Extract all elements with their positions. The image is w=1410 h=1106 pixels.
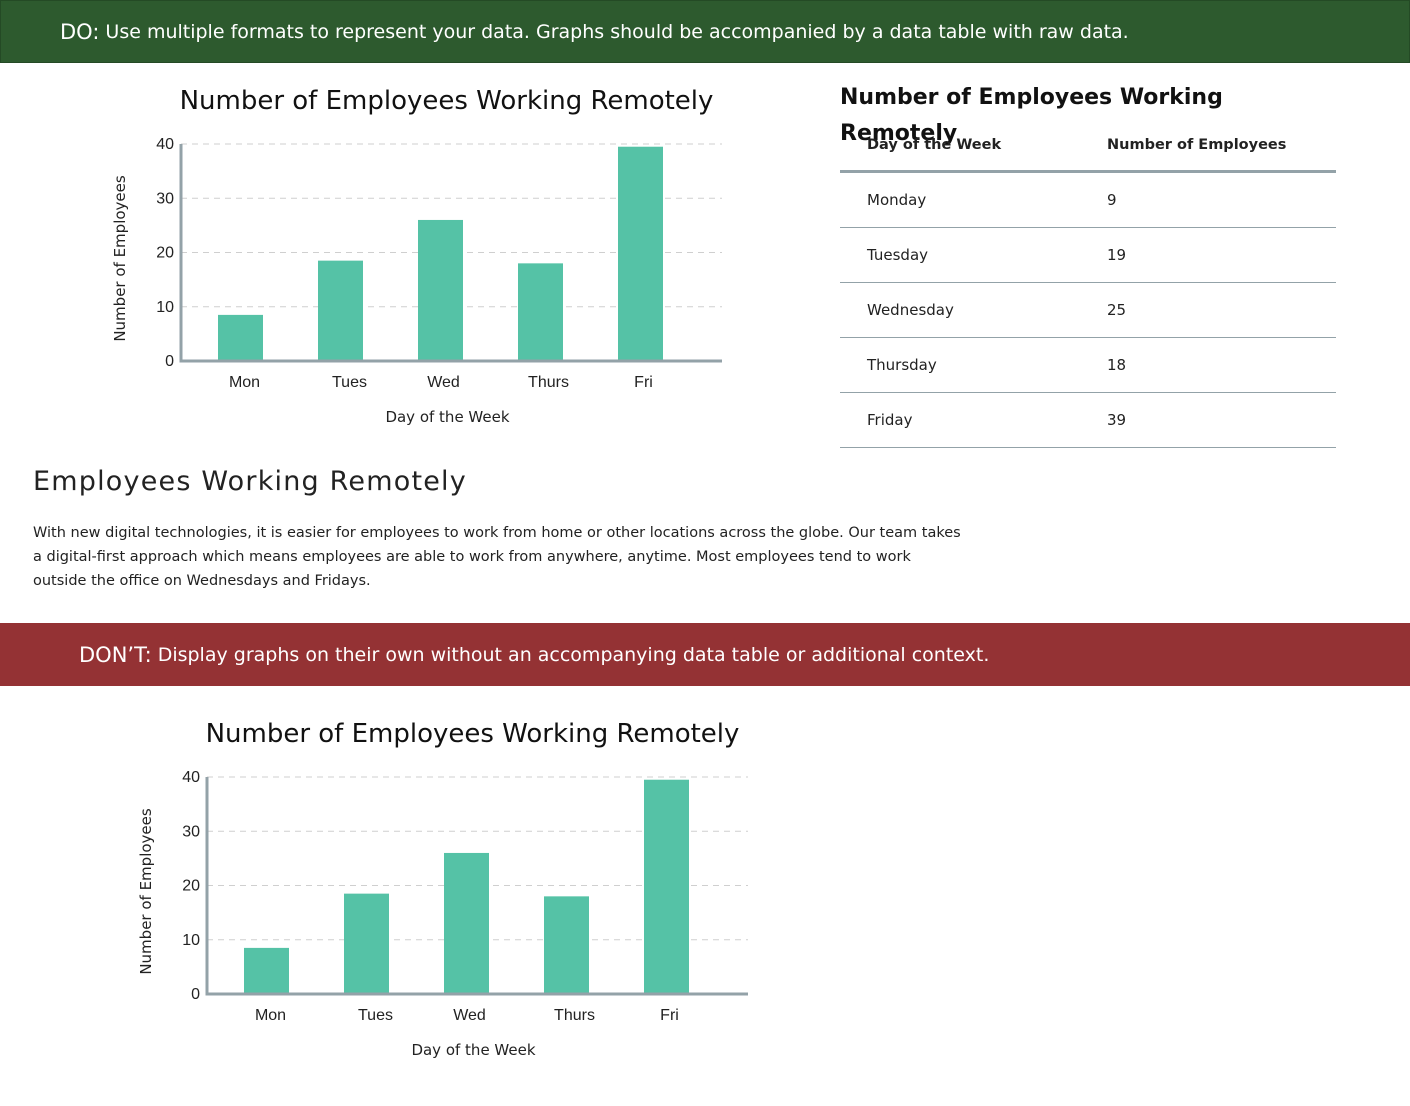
data-table: Day of the Week Number of Employees Mond…: [840, 120, 1336, 448]
table-row: Tuesday 19: [840, 227, 1336, 283]
x-tick-label: Mon: [229, 374, 260, 391]
y-axis-title: Number of Employees: [111, 175, 129, 342]
y-tick-label: 0: [191, 986, 200, 1003]
data-table-title: Number of Employees Working Remotely: [840, 85, 1223, 146]
dont-bar-chart-svg: Number of Employees Working Remotely 0 10 2…: [137, 719, 748, 1059]
y-tick-label: 10: [182, 932, 200, 949]
table-row: Wednesday 25: [840, 282, 1336, 338]
table-cell-count: 39: [1080, 392, 1336, 448]
bar: [644, 779, 689, 994]
y-tick-label: 30: [182, 823, 200, 840]
x-tick-label: Mon: [255, 1007, 286, 1024]
x-tick-label: Thurs: [554, 1007, 595, 1024]
table-cell-count: 18: [1080, 337, 1336, 393]
do-banner: DO: Use multiple formats to represent yo…: [0, 0, 1410, 63]
y-tick-label: 10: [156, 299, 174, 316]
table-cell-day: Tuesday: [840, 227, 1080, 283]
do-bar-chart-svg: Number of Employees Working Remotely 0 10 2…: [111, 86, 722, 426]
do-banner-prefix: DO:: [60, 19, 100, 44]
x-tick-label: Thurs: [528, 374, 569, 391]
table-row: Friday 39: [840, 392, 1336, 448]
y-axis-title: Number of Employees: [137, 808, 155, 975]
x-tick-label: Wed: [427, 374, 460, 391]
table-header-day: Day of the Week: [840, 120, 1080, 173]
chart-title: Number of Employees Working Remotely: [206, 719, 740, 749]
table-cell-count: 19: [1080, 227, 1336, 283]
bar: [518, 263, 563, 361]
x-tick-label: Tues: [358, 1007, 393, 1024]
axis-lines: [205, 777, 748, 996]
do-bar-chart: Number of Employees Working Remotely 0 10 2…: [110, 80, 740, 440]
y-tick-label: 40: [156, 136, 174, 153]
chart-title: Number of Employees Working Remotely: [180, 86, 714, 116]
table-header-row: Day of the Week Number of Employees: [840, 120, 1336, 173]
bar: [618, 146, 663, 361]
x-tick-label: Tues: [332, 374, 367, 391]
table-cell-day: Monday: [840, 171, 1080, 228]
bar: [418, 219, 463, 361]
table-header-count: Number of Employees: [1080, 120, 1336, 173]
table-cell-day: Thursday: [840, 337, 1080, 393]
section-title: Employees Working Remotely: [33, 466, 467, 497]
table-row: Monday 9: [840, 171, 1336, 228]
y-tick-label: 40: [182, 769, 200, 786]
axis-lines: [179, 144, 722, 363]
y-tick-label: 30: [156, 190, 174, 207]
bar: [344, 893, 389, 994]
x-axis-title: Day of the Week: [411, 1041, 535, 1059]
x-tick-label: Fri: [634, 374, 653, 391]
do-banner-text: Use multiple formats to represent your d…: [105, 20, 1129, 43]
dont-banner: DON’T: Display graphs on their own witho…: [0, 623, 1410, 686]
section-body: With new digital technologies, it is eas…: [33, 525, 961, 589]
data-table-section: Number of Employees Working Remotely Day…: [840, 80, 1336, 448]
dont-banner-prefix: DON’T:: [79, 642, 152, 667]
table-cell-day: Friday: [840, 392, 1080, 448]
bar: [444, 852, 489, 994]
x-tick-label: Wed: [453, 1007, 486, 1024]
x-tick-label: Fri: [660, 1007, 679, 1024]
y-tick-label: 0: [165, 353, 174, 370]
bar: [218, 314, 263, 361]
x-axis-title: Day of the Week: [385, 408, 509, 426]
dont-banner-text: Display graphs on their own without an a…: [157, 643, 990, 666]
y-tick-label: 20: [182, 878, 200, 895]
table-cell-count: 9: [1080, 171, 1336, 228]
y-tick-label: 20: [156, 245, 174, 262]
bar: [544, 896, 589, 994]
dont-bar-chart: Number of Employees Working Remotely 0 10 2…: [136, 713, 766, 1073]
table-cell-count: 25: [1080, 282, 1336, 338]
table-row: Thursday 18: [840, 337, 1336, 393]
bar: [318, 260, 363, 361]
table-cell-day: Wednesday: [840, 282, 1080, 338]
bar: [244, 947, 289, 994]
